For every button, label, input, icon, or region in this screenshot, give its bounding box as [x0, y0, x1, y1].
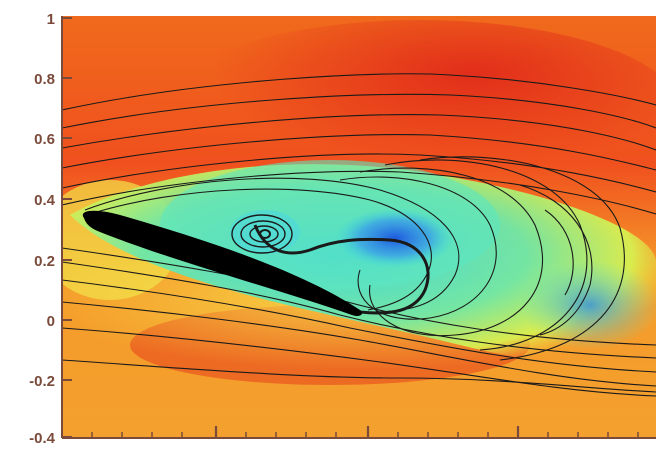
y-tick-label: -0.4 [29, 430, 56, 447]
streamline [89, 188, 432, 311]
streamline [62, 261, 656, 359]
vortex-loop [231, 214, 293, 254]
y-tick-labels: 1 0.8 0.6 0.4 0.2 0 -0.2 -0.4 [29, 11, 56, 447]
vortex-loop [249, 225, 279, 243]
y-tick-label: 0.8 [34, 71, 55, 88]
y-ticks [62, 17, 72, 438]
streamline [519, 184, 593, 336]
y-tick-label: 0 [47, 313, 55, 330]
streamline [62, 114, 656, 151]
y-tick-label: 0.2 [34, 253, 55, 270]
streamline [62, 170, 656, 215]
y-tick-label: 0.4 [34, 192, 56, 209]
streamline [62, 279, 656, 373]
axes [61, 16, 656, 439]
y-tick-label: 1 [47, 11, 55, 28]
streamline [62, 134, 656, 171]
airfoil-body [82, 210, 363, 317]
streamlines [62, 73, 656, 397]
streamline [84, 177, 460, 313]
streamline [544, 209, 574, 296]
streamline [384, 159, 588, 351]
x-ticks [91, 426, 639, 438]
y-tick-label: -0.2 [29, 373, 55, 390]
streamline [359, 167, 544, 337]
streamline [62, 327, 656, 397]
streamline [419, 156, 625, 361]
streamline [62, 153, 656, 193]
streamline [62, 93, 656, 129]
vortex-loop [240, 220, 286, 248]
streamline [62, 359, 656, 393]
streamline [62, 301, 656, 387]
vortex-core [259, 229, 271, 239]
color-field [62, 16, 656, 438]
vortex-line [253, 224, 430, 315]
y-tick-label: 0.6 [34, 131, 55, 148]
streamline [62, 73, 656, 111]
